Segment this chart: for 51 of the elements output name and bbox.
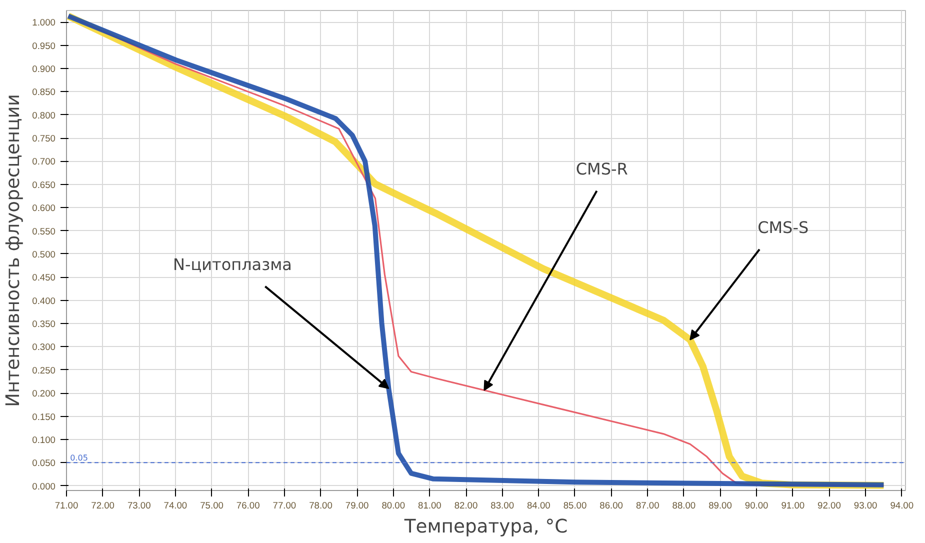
y-tick-label: 0.500 xyxy=(32,249,56,260)
y-tick-label: 0.800 xyxy=(32,110,56,120)
y-axis-title: Интенсивность флуоресценции xyxy=(3,94,24,407)
y-tick-label: 0.950 xyxy=(32,40,56,51)
x-tick-label: 90.00 xyxy=(744,500,768,510)
annotation: N-цитоплазма xyxy=(172,255,292,274)
y-tick-label: 0.600 xyxy=(32,203,56,214)
x-tick-label: 75.00 xyxy=(200,500,224,510)
x-tick-label: 83.00 xyxy=(490,500,514,510)
x-tick-label: 76.00 xyxy=(236,500,260,510)
x-tick-label: 92.00 xyxy=(818,500,841,510)
y-tick-label: 0.900 xyxy=(32,64,56,74)
x-tick-label: 77.00 xyxy=(272,500,296,510)
x-tick-label: 79.00 xyxy=(345,500,369,510)
x-tick-label: 84.00 xyxy=(526,500,550,510)
y-tick-label: 0.300 xyxy=(32,342,56,352)
x-tick-label: 91.00 xyxy=(781,500,805,510)
y-tick-label: 0.650 xyxy=(32,180,56,190)
x-tick-label: 88.00 xyxy=(672,500,696,510)
x-tick-label: 89.00 xyxy=(708,500,732,510)
x-tick-label: 80.00 xyxy=(382,500,406,510)
y-tick-label: 0.100 xyxy=(32,434,56,445)
x-tick-label: 78.00 xyxy=(309,500,332,510)
y-tick-label: 0.150 xyxy=(32,412,56,422)
y-tick-label: 0.050 xyxy=(32,458,56,468)
y-tick-label: 0.200 xyxy=(32,388,56,399)
y-tick-label: 1.000 xyxy=(32,18,56,28)
x-tick-label: 87.00 xyxy=(636,500,660,510)
x-tick-label: 81.00 xyxy=(418,500,442,510)
y-tick-label: 0.350 xyxy=(32,319,56,330)
y-tick-label: 0.850 xyxy=(32,87,56,98)
x-axis-title: Температура, °C xyxy=(403,516,568,538)
y-tick-label: 0.550 xyxy=(32,226,56,236)
x-tick-label: 72.00 xyxy=(91,500,114,510)
y-tick-label: 0.750 xyxy=(32,134,56,144)
y-tick-label: 0.450 xyxy=(32,272,56,283)
x-tick-label: 74.00 xyxy=(164,500,188,510)
x-tick-label: 93.00 xyxy=(854,500,878,510)
ref-line-label: 0.05 xyxy=(70,454,88,463)
x-tick-label: 82.00 xyxy=(454,500,478,510)
y-tick-label: 0.700 xyxy=(32,156,56,167)
x-tick-label: 86.00 xyxy=(600,500,623,510)
x-tick-label: 94.00 xyxy=(890,500,914,510)
annotation: CMS-S xyxy=(758,218,809,238)
annotation: CMS-R xyxy=(576,160,628,179)
x-tick-label: 85.00 xyxy=(563,500,587,510)
y-tick-label: 0.250 xyxy=(32,365,56,376)
y-tick-label: 0.000 xyxy=(32,481,56,492)
x-tick-label: 73.00 xyxy=(127,500,151,510)
y-tick-label: 0.400 xyxy=(32,296,56,306)
x-tick-label: 71.00 xyxy=(54,500,78,510)
